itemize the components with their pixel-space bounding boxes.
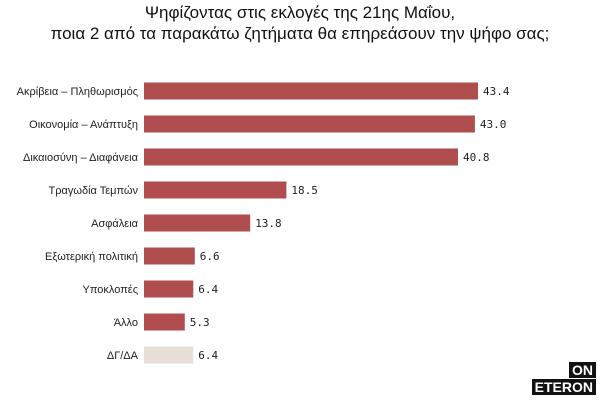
bar-2 — [144, 148, 458, 166]
bar-1 — [144, 115, 475, 133]
category-label-7: Άλλο — [114, 317, 138, 329]
category-label-1: Οικονομία – Ανάπτυξη — [29, 119, 138, 131]
chart-subtitle: ποια 2 από τα παρακάτω ζητήματα θα επηρε… — [50, 24, 550, 43]
chart-title: Ψηφίζοντας στις εκλογές της 21ης Μαΐου, — [144, 3, 456, 22]
category-label-2: Δικαιοσύνη – Διαφάνεια — [23, 152, 139, 164]
value-label-3: 18.5 — [291, 184, 318, 197]
value-label-7: 5.3 — [190, 316, 210, 329]
category-label-6: Υποκλοπές — [83, 284, 138, 296]
value-label-0: 43.4 — [483, 85, 510, 98]
logo-line-eteron: ETERON — [531, 379, 596, 395]
bar-8 — [144, 346, 194, 364]
bar-6 — [144, 280, 194, 298]
bar-5 — [144, 247, 195, 265]
logo-line-on: ON — [569, 362, 596, 378]
value-label-2: 40.8 — [463, 151, 490, 164]
category-label-5: Εξωτερική πολιτική — [45, 251, 138, 263]
category-label-8: ΔΓ/ΔΑ — [107, 350, 139, 362]
chart-title-block: Ψηφίζοντας στις εκλογές της 21ης Μαΐου, … — [0, 2, 600, 44]
bar-4 — [144, 214, 251, 232]
bar-3 — [144, 181, 287, 199]
eteron-logo: ON ETERON — [531, 362, 596, 396]
value-label-1: 43.0 — [480, 118, 507, 131]
value-label-6: 6.4 — [198, 283, 218, 296]
bar-0 — [144, 82, 478, 100]
category-label-0: Ακρίβεια – Πληθωρισμός — [17, 86, 138, 98]
value-label-5: 6.6 — [200, 250, 220, 263]
bar-7 — [144, 313, 185, 331]
category-label-4: Ασφάλεια — [91, 218, 138, 230]
value-label-4: 13.8 — [255, 217, 282, 230]
value-label-8: 6.4 — [198, 349, 218, 362]
category-label-3: Τραγωδία Τεμπών — [49, 185, 139, 197]
